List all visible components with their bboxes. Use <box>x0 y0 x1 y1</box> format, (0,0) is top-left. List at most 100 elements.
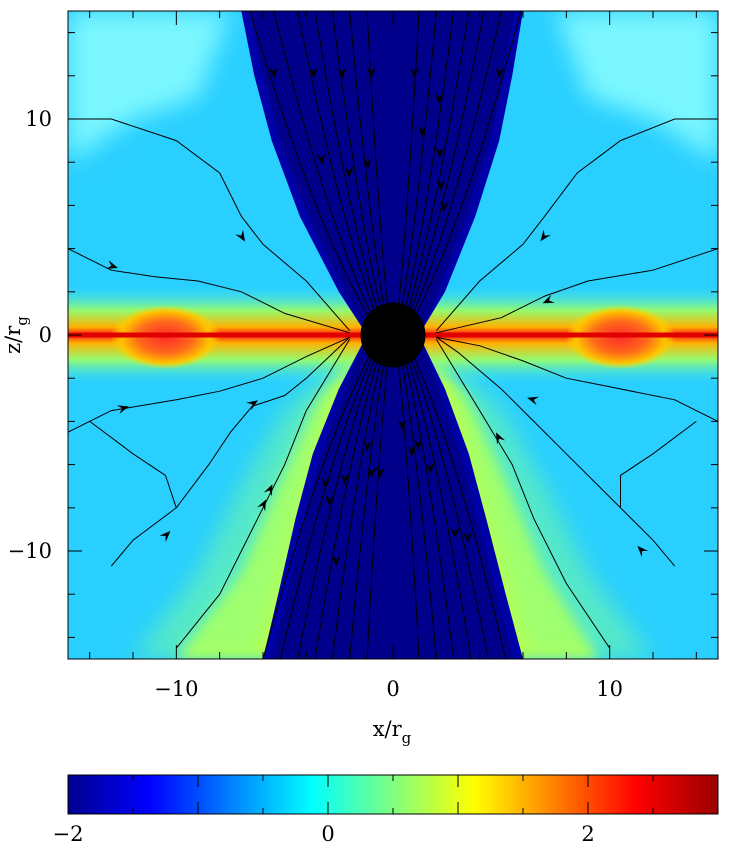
arrow-jet-bottom-3 <box>332 555 341 567</box>
jet-line-bottom-5 <box>349 343 388 659</box>
arrow-jet-bottom-12 <box>462 531 472 543</box>
jet-line-bottom-4 <box>331 343 386 659</box>
cyan-wing-left <box>68 11 231 163</box>
arrow-jet-top-7 <box>410 67 420 79</box>
field-line-L2 <box>68 248 350 334</box>
arrow-jet-top-0 <box>269 66 278 79</box>
jet-line-bottom-10 <box>402 343 472 659</box>
x-axis-label: x/rg <box>373 717 412 747</box>
x-axis-label-sub: g <box>402 729 412 747</box>
arrow-jet-top-6 <box>366 67 376 79</box>
jet-line-bottom-0 <box>262 343 377 659</box>
colorbar <box>67 774 719 815</box>
arrow-R2-0 <box>542 294 555 304</box>
jet-line-top-13 <box>409 11 522 327</box>
arrow-jet-top-13 <box>495 66 505 79</box>
y-tick-label: 0 <box>39 323 52 347</box>
arrow-jet-bottom-9 <box>413 438 423 450</box>
arrow-jet-bottom-5 <box>367 466 377 479</box>
jet-line-top-10 <box>402 11 470 327</box>
field-lines <box>68 11 718 659</box>
field-line-R1 <box>435 118 718 332</box>
field-line-R2 <box>436 248 718 334</box>
arrow-R5-0 <box>496 432 506 445</box>
arrow-L2-0 <box>106 260 118 269</box>
arrow-jet-top-8 <box>417 125 427 137</box>
field-line-R6 <box>620 420 697 508</box>
colorbar-tick-label: 0 <box>321 822 334 844</box>
field-line-L5 <box>175 339 351 649</box>
field-line-R4 <box>436 336 676 567</box>
arrow-jet-top-11 <box>436 179 446 191</box>
arrow-jet-top-3 <box>344 166 354 178</box>
y-axis-label-base: z/r <box>1 325 25 354</box>
colorbar-tick-label: 2 <box>581 822 594 844</box>
arrow-jet-top-2 <box>308 67 318 79</box>
axes-ticks: −10 0 10 −10 0 10 <box>8 11 718 701</box>
arrow-L1-0 <box>235 229 245 242</box>
jet-line-top-9 <box>400 11 455 327</box>
field-line-L4 <box>110 336 351 567</box>
y-tick-label: 10 <box>25 107 52 131</box>
jet-line-top-5 <box>349 11 388 327</box>
arrow-jet-bottom-7 <box>397 419 407 431</box>
x-tick-label: 0 <box>386 677 399 701</box>
field-line-L1 <box>68 118 351 332</box>
arrow-jet-top-10 <box>435 147 445 159</box>
colorbar-tick-label: −2 <box>53 822 84 844</box>
arrow-jet-bottom-2 <box>340 473 350 485</box>
x-tick-label: 10 <box>596 677 623 701</box>
black-hole-layer <box>360 302 426 368</box>
lower-left-glow <box>133 352 350 659</box>
cyan-wing-right <box>555 11 718 163</box>
jet-line-top-1 <box>273 11 378 327</box>
axes-labels: x/rgz/rg <box>1 316 412 747</box>
arrow-L3-0 <box>116 405 129 414</box>
y-axis-label-sub: g <box>13 316 31 326</box>
arrow-jet-bottom-1 <box>325 494 335 507</box>
jet-line-top-2 <box>297 11 381 327</box>
arrow-jet-bottom-11 <box>450 527 460 539</box>
jet-line-bottom-7 <box>395 343 420 659</box>
arrow-jet-top-4 <box>337 67 347 79</box>
arrow-jet-top-12 <box>439 200 449 213</box>
arrow-jet-bottom-10 <box>425 462 435 474</box>
colorbar-ticks: −2 0 2 <box>53 775 719 844</box>
black-hole <box>360 302 426 368</box>
jet-line-top-8 <box>398 11 437 327</box>
arrow-L5-0 <box>257 499 267 512</box>
field-line-L3 <box>68 336 350 433</box>
x-tick-label: −10 <box>154 677 198 701</box>
y-axis-label: z/rg <box>1 316 31 354</box>
y-tick-label: −10 <box>8 539 52 563</box>
jet-line-bottom-11 <box>405 343 489 659</box>
jet-line-top-12 <box>406 11 502 327</box>
jet-line-bottom-12 <box>407 343 507 659</box>
arrow-R3-0 <box>527 396 540 406</box>
jet-line-top-4 <box>331 11 386 327</box>
jet-line-bottom-8 <box>398 343 437 659</box>
jet-line-bottom-1 <box>279 343 379 659</box>
arrow-jet-top-9 <box>434 93 444 105</box>
jet-line-top-11 <box>404 11 485 327</box>
jet-line-bottom-3 <box>314 343 384 659</box>
arrow-jet-bottom-6 <box>375 466 385 479</box>
arrow-jet-bottom-0 <box>321 477 331 489</box>
arrow-L4-0 <box>159 530 171 542</box>
jet-line-bottom-9 <box>400 343 455 659</box>
jet-line-top-6 <box>366 11 391 327</box>
arrow-jet-top-1 <box>316 153 326 165</box>
arrow-R1-0 <box>540 229 551 242</box>
jet-line-top-0 <box>249 11 375 327</box>
arrow-jet-bottom-4 <box>363 440 373 453</box>
jet-line-top-7 <box>395 11 420 327</box>
field-line-R3 <box>436 336 718 422</box>
arrow-R4-0 <box>637 545 649 558</box>
arrow-L5-1 <box>263 484 273 497</box>
jet-line-top-3 <box>314 11 384 327</box>
arrow-jet-top-5 <box>362 157 372 170</box>
arrow-jet-bottom-8 <box>407 445 417 457</box>
field-line-R5 <box>435 339 611 649</box>
field-line-L6 <box>89 420 177 508</box>
